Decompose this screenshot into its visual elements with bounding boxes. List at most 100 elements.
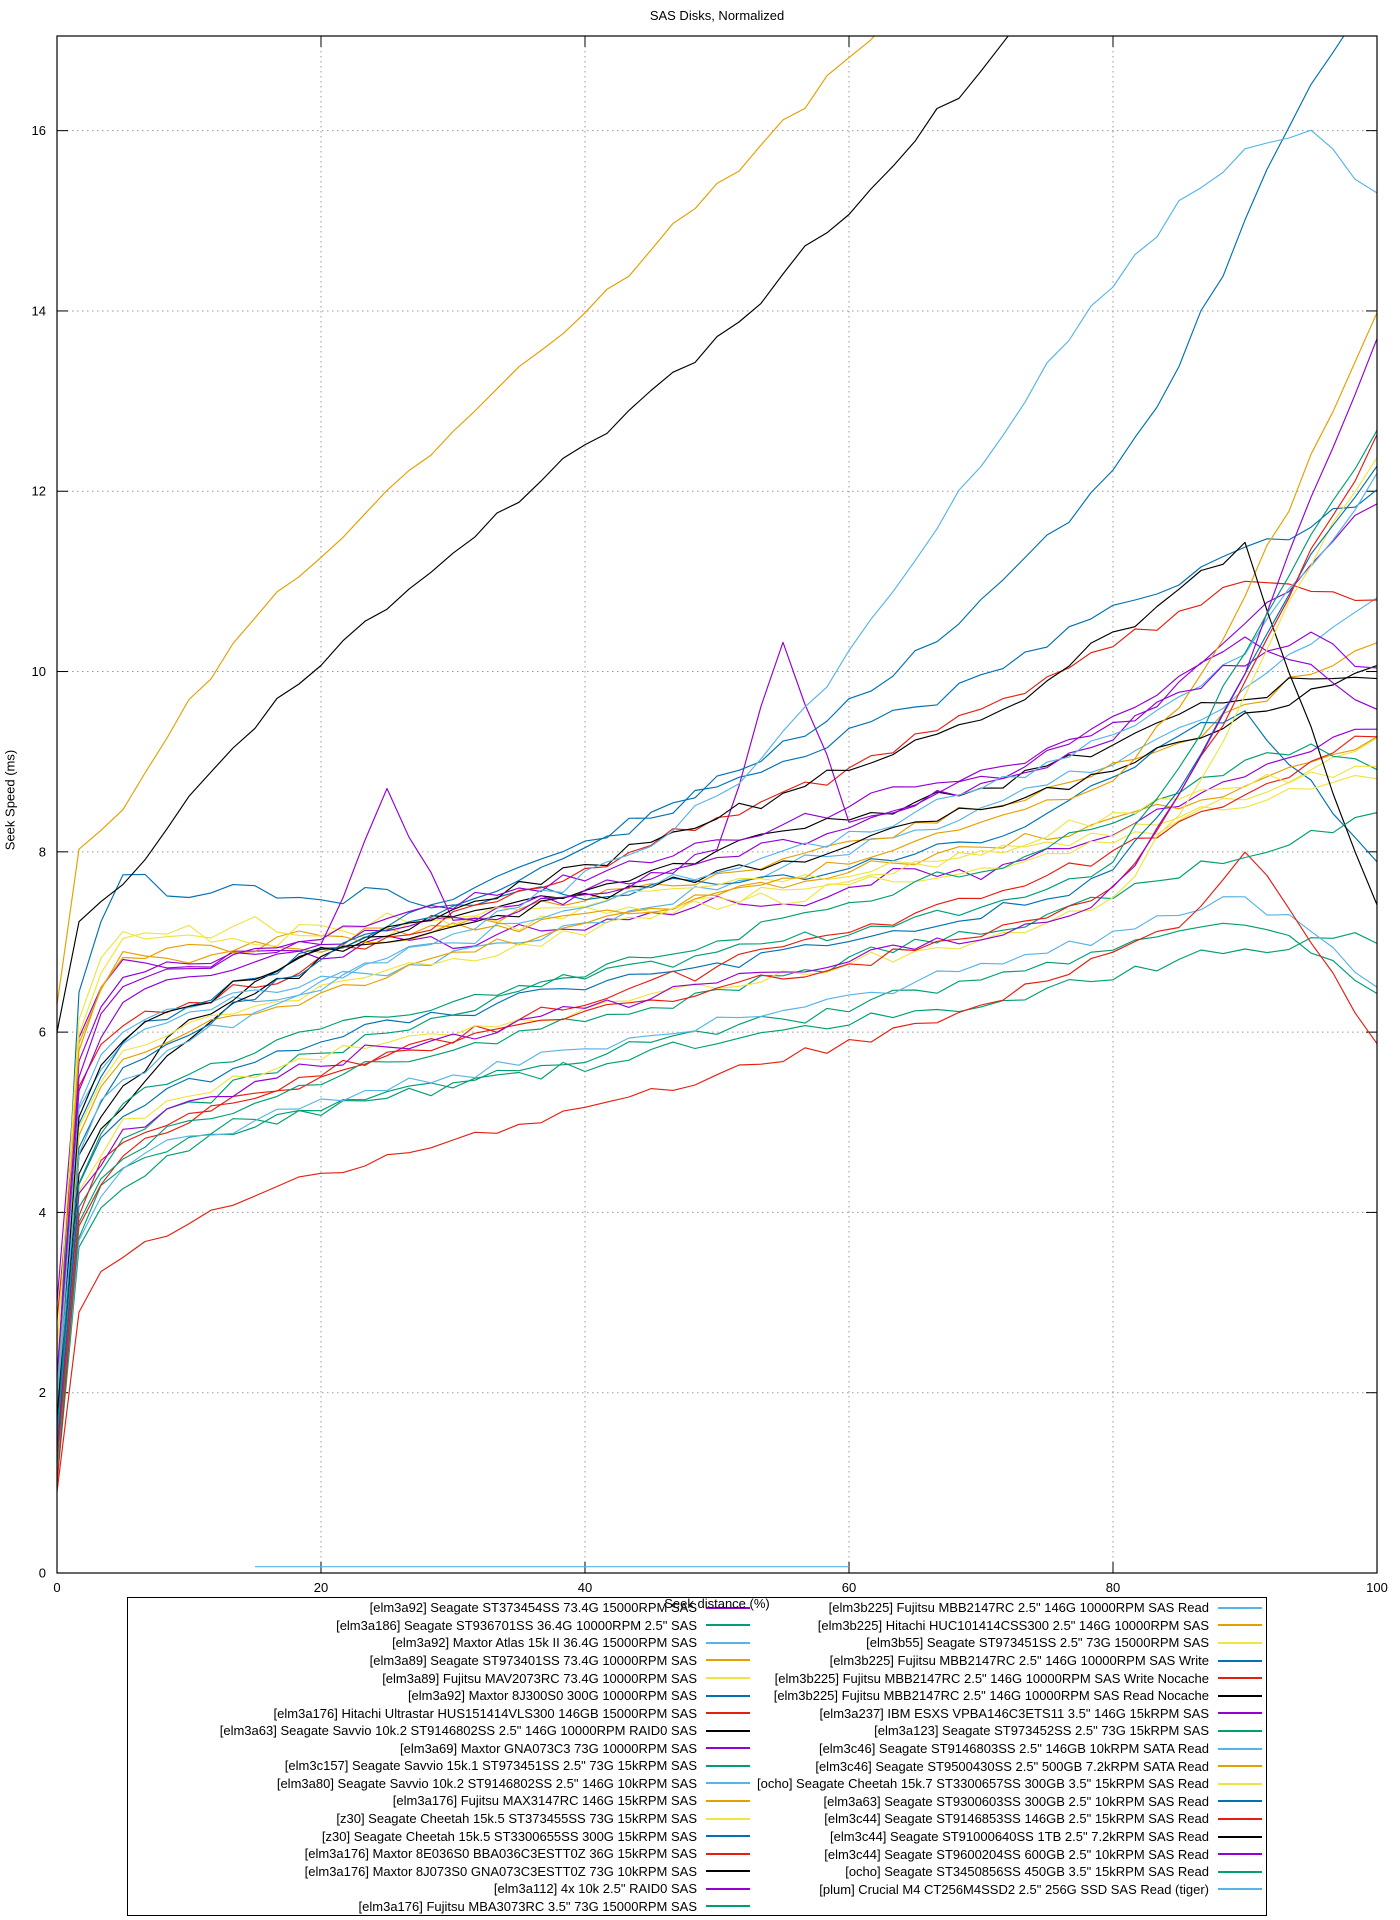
series-line (57, 129, 1377, 1402)
series-line (57, 580, 1377, 1321)
legend-item-label: [elm3a186] Seagate ST936701SS 36.4G 1000… (336, 1617, 697, 1633)
legend-item: [ocho] Seagate Cheetah 15k.7 ST3300657SS… (750, 1775, 1262, 1793)
legend-item: [elm3a69] Maxtor GNA073C3 73G 10000RPM S… (128, 1740, 750, 1758)
series-line (57, 503, 1377, 1393)
legend-item-label: [elm3b225] Fujitsu MBB2147RC 2.5" 146G 1… (829, 1653, 1209, 1669)
legend-item: [elm3c44] Seagate ST9146853SS 146GB 2.5"… (750, 1810, 1262, 1828)
legend-item-label: [elm3a176] Maxtor 8J073S0 GNA073C3ESTT0Z… (304, 1863, 697, 1879)
legend-item-label: [elm3a69] Maxtor GNA073C3 73G 10000RPM S… (400, 1740, 697, 1756)
legend-item-label: [elm3a123] Seagate ST973452SS 2.5" 73G 1… (874, 1723, 1209, 1739)
legend-color-swatch (1218, 1835, 1262, 1838)
legend-color-swatch (1218, 1800, 1262, 1803)
x-tick-label: 40 (578, 1580, 592, 1595)
series-line (57, 430, 1377, 1438)
legend-color-swatch (706, 1712, 750, 1715)
legend-color-swatch (706, 1817, 750, 1820)
series-line (57, 736, 1377, 1384)
series-line (57, 896, 1377, 1474)
legend-item: [elm3a112] 4x 10k 2.5" RAID0 SAS (128, 1880, 750, 1898)
legend-item: [elm3c46] Seagate ST9500430SS 2.5" 500GB… (750, 1757, 1262, 1775)
y-tick-label: 14 (32, 303, 46, 318)
legend-item-label: [elm3a112] 4x 10k 2.5" RAID0 SAS (493, 1881, 697, 1897)
series-line (57, 743, 1377, 1456)
series-line (57, 922, 1377, 1483)
legend-item-label: [elm3c44] Seagate ST9600204SS 600GB 2.5"… (824, 1846, 1209, 1862)
series-line (57, 489, 1377, 1411)
x-tick-label: 80 (1106, 1580, 1120, 1595)
legend-item-label: [elm3b225] Fujitsu MBB2147RC 2.5" 146G 1… (828, 1600, 1209, 1616)
legend-item: [z30] Seagate Cheetah 15k.5 ST3300655SS … (128, 1827, 750, 1845)
legend-item-label: [z30] Seagate Cheetah 15k.5 ST3300655SS … (321, 1828, 697, 1844)
y-tick-label: 8 (39, 844, 46, 859)
legend-item: [elm3b55] Seagate ST973451SS 2.5" 73G 15… (750, 1634, 1262, 1652)
legend-item: [plum] Crucial M4 CT256M4SSD2 2.5" 256G … (750, 1881, 1262, 1899)
legend-color-swatch (1218, 1712, 1262, 1715)
legend-item-label: [elm3b225] Fujitsu MBB2147RC 2.5" 146G 1… (773, 1688, 1209, 1704)
legend-color-swatch (1218, 1606, 1262, 1609)
legend-item-label: [ocho] Seagate Cheetah 15k.7 ST3300657SS… (757, 1776, 1209, 1792)
legend-color-swatch (1218, 1782, 1262, 1785)
series-line (57, 597, 1377, 1375)
legend-item: [elm3a89] Seagate ST973401SS 73.4G 10000… (128, 1652, 750, 1670)
y-tick-label: 10 (32, 664, 46, 679)
legend-color-swatch (706, 1835, 750, 1838)
legend-item-label: [elm3a63] Seagate ST9300603SS 300GB 2.5"… (823, 1793, 1209, 1809)
series-line (57, 636, 1377, 1393)
legend-color-swatch (706, 1641, 750, 1644)
legend-item: [elm3b225] Fujitsu MBB2147RC 2.5" 146G 1… (750, 1599, 1262, 1617)
legend-item-label: [elm3a237] IBM ESXS VPBA146C3ETS11 3.5" … (819, 1705, 1209, 1721)
legend-item: [elm3a92] Maxtor 8J300S0 300G 10000RPM S… (128, 1687, 750, 1705)
legend-color-swatch (706, 1782, 750, 1785)
legend-color-swatch (1218, 1888, 1262, 1891)
series-line (57, 457, 1377, 1438)
legend-item: [elm3a89] Fujitsu MAV2073RC 73.4G 10000R… (128, 1669, 750, 1687)
legend-color-swatch (1218, 1870, 1262, 1873)
series-line (57, 541, 1377, 1420)
legend-color-swatch (1218, 1677, 1262, 1680)
plot-border (56, 35, 1378, 1574)
legend-item: [elm3b225] Hitachi HUC101414CSS300 2.5" … (750, 1617, 1262, 1635)
legend-color-swatch (706, 1729, 750, 1732)
y-tick-label: 12 (32, 484, 46, 499)
series-line (57, 312, 1377, 1402)
legend-item: [elm3a63] Seagate Savvio 10k.2 ST9146802… (128, 1722, 750, 1740)
y-tick-label: 6 (39, 1025, 46, 1040)
legend-item-label: [elm3c46] Seagate ST9146803SS 2.5" 146GB… (818, 1741, 1209, 1757)
series-line (57, 338, 1377, 1447)
legend-color-swatch (706, 1852, 750, 1855)
series-line (57, 36, 1345, 1429)
legend-color-swatch (706, 1624, 750, 1627)
legend-item-label: [elm3c44] Seagate ST9146853SS 146GB 2.5"… (824, 1811, 1209, 1827)
series-line (57, 851, 1377, 1492)
legend-item: [elm3a237] IBM ESXS VPBA146C3ETS11 3.5" … (750, 1705, 1262, 1723)
y-axis-label: Seek Speed (ms) (2, 749, 18, 851)
legend-item: [elm3b225] Fujitsu MBB2147RC 2.5" 146G 1… (750, 1669, 1262, 1687)
legend-item: [elm3a176] Hitachi Ultrastar HUS151414VL… (128, 1704, 750, 1722)
legend-item-label: [elm3c46] Seagate ST9500430SS 2.5" 500GB… (815, 1758, 1209, 1774)
legend-item: [elm3c157] Seagate Savvio 15k.1 ST973451… (128, 1757, 750, 1775)
legend-color-swatch (1218, 1659, 1262, 1662)
legend-item: [elm3a63] Seagate ST9300603SS 300GB 2.5"… (750, 1793, 1262, 1811)
y-tick-label: 0 (39, 1566, 46, 1581)
legend-item: [elm3a176] Fujitsu MAX3147RC 146G 15kRPM… (128, 1792, 750, 1810)
legend-color-swatch (706, 1659, 750, 1662)
legend-item-label: [ocho] Seagate ST3450856SS 450GB 3.5" 15… (845, 1864, 1209, 1880)
legend-item-label: [elm3a176] Fujitsu MAX3147RC 146G 15kRPM… (392, 1793, 697, 1809)
series-line (57, 631, 1377, 1375)
legend-item: [elm3a186] Seagate ST936701SS 36.4G 1000… (128, 1617, 750, 1635)
legend-color-swatch (1218, 1817, 1262, 1820)
x-tick-label: 60 (842, 1580, 856, 1595)
legend-item-label: [elm3a92] Seagate ST373454SS 73.4G 15000… (369, 1600, 697, 1616)
chart-title: SAS Disks, Normalized (649, 8, 785, 23)
legend-color-swatch (706, 1887, 750, 1890)
legend-color-swatch (706, 1747, 750, 1750)
legend-item-label: [elm3b225] Fujitsu MBB2147RC 2.5" 146G 1… (774, 1670, 1209, 1686)
legend-item-label: [elm3a92] Maxtor Atlas 15k II 36.4G 1500… (392, 1635, 697, 1651)
series-line (57, 36, 875, 1006)
series-line (57, 472, 1377, 1393)
legend-column-1: [elm3a92] Seagate ST373454SS 73.4G 15000… (128, 1598, 750, 1915)
legend-item-label: [plum] Crucial M4 CT256M4SSD2 2.5" 256G … (819, 1881, 1209, 1897)
x-axis-label: Seek distance (%) (664, 1596, 770, 1611)
legend-color-swatch (706, 1677, 750, 1680)
